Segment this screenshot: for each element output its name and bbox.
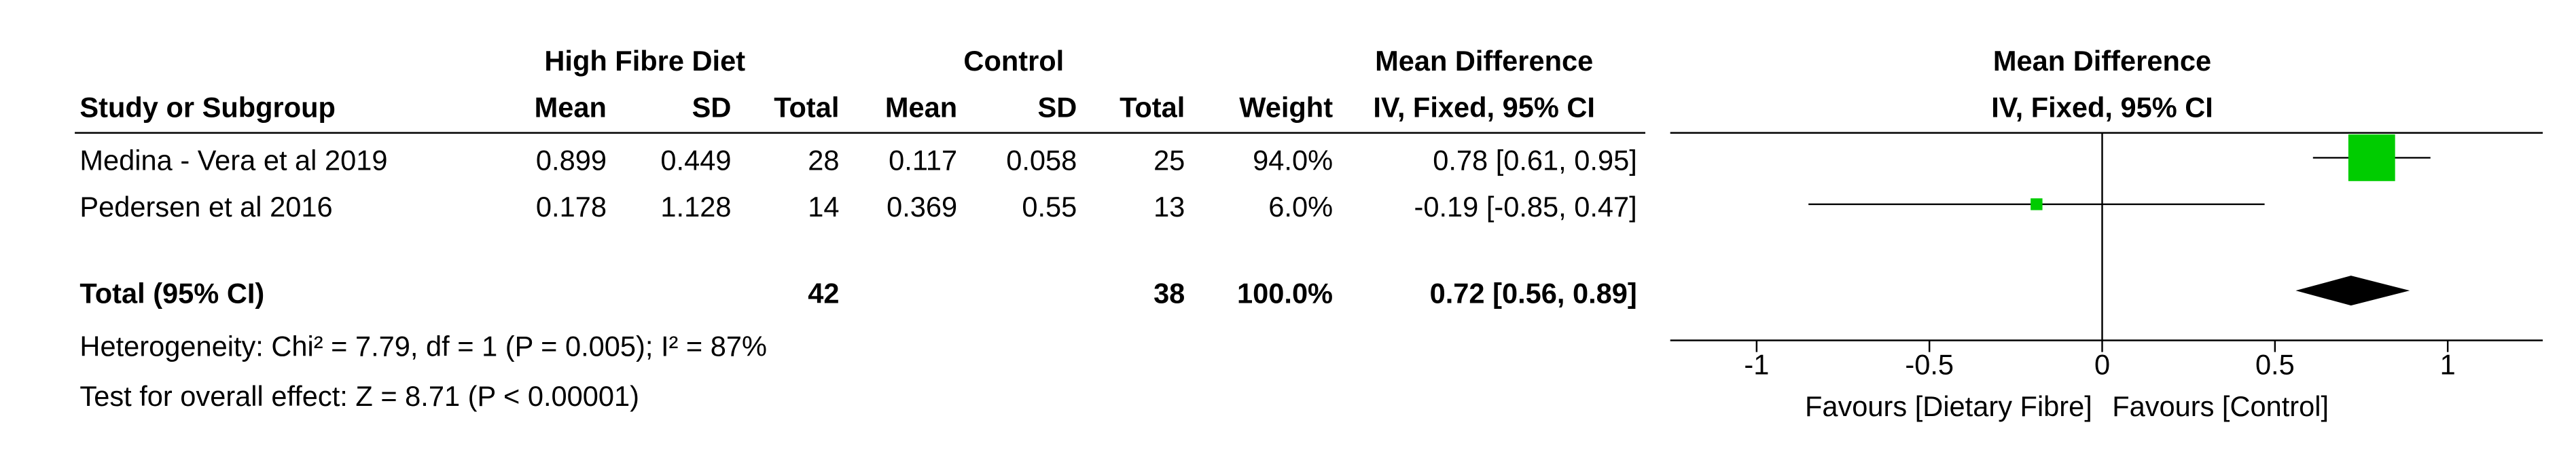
overall-effect: Test for overall effect: Z = 8.71 (P < 0… xyxy=(79,380,639,412)
table-cell: 0.117 xyxy=(889,145,957,176)
column-header: SD xyxy=(1038,91,1077,123)
group-header: High Fibre Diet xyxy=(544,45,745,77)
table-cell: Medina - Vera et al 2019 xyxy=(79,145,387,176)
favours-label: Favours [Control] xyxy=(2112,390,2329,422)
total-cell: 0.72 [0.56, 0.89] xyxy=(1430,277,1637,309)
x-tick-label: 0.5 xyxy=(2255,349,2295,381)
total-cell: 42 xyxy=(808,277,839,309)
table-cell: 0.449 xyxy=(660,145,731,176)
column-header: Total xyxy=(1120,91,1185,123)
column-header: Study or Subgroup xyxy=(79,91,335,123)
total-label: Total (95% CI) xyxy=(79,277,264,309)
table-cell: 1.128 xyxy=(660,191,731,223)
table-cell: 94.0% xyxy=(1253,145,1333,176)
column-header: Total xyxy=(774,91,839,123)
plot-subtitle: IV, Fixed, 95% CI xyxy=(1991,91,2213,123)
table-cell: 13 xyxy=(1153,191,1185,223)
table-cell: 0.369 xyxy=(887,191,957,223)
favours-label: Favours [Dietary Fibre] xyxy=(1805,390,2092,422)
total-cell: 38 xyxy=(1153,277,1185,309)
table-cell: Pedersen et al 2016 xyxy=(79,191,332,223)
table-cell: 0.058 xyxy=(1006,145,1077,176)
point-estimate xyxy=(2031,198,2043,210)
point-estimate xyxy=(2348,134,2395,181)
column-header: Mean xyxy=(885,91,957,123)
column-header: Weight xyxy=(1239,91,1333,123)
x-tick-label: -0.5 xyxy=(1905,349,1954,381)
x-tick-label: -1 xyxy=(1744,349,1769,381)
total-diamond xyxy=(2295,276,2410,306)
table-cell: 0.78 [0.61, 0.95] xyxy=(1433,145,1637,176)
column-header: Mean xyxy=(535,91,607,123)
column-header: IV, Fixed, 95% CI xyxy=(1373,91,1595,123)
table-cell: 6.0% xyxy=(1268,191,1333,223)
group-header: Control xyxy=(963,45,1064,77)
group-header: Mean Difference xyxy=(1375,45,1593,77)
x-tick-label: 0 xyxy=(2094,349,2110,381)
table-cell: -0.19 [-0.85, 0.47] xyxy=(1414,191,1637,223)
x-tick-label: 1 xyxy=(2440,349,2456,381)
total-cell: 100.0% xyxy=(1237,277,1333,309)
table-cell: 0.899 xyxy=(536,145,607,176)
table-cell: 14 xyxy=(808,191,839,223)
plot-title: Mean Difference xyxy=(1993,45,2211,77)
column-header: SD xyxy=(692,91,732,123)
table-cell: 28 xyxy=(808,145,839,176)
table-cell: 25 xyxy=(1153,145,1185,176)
table-cell: 0.178 xyxy=(536,191,607,223)
table-cell: 0.55 xyxy=(1022,191,1077,223)
heterogeneity: Heterogeneity: Chi² = 7.79, df = 1 (P = … xyxy=(79,331,767,362)
